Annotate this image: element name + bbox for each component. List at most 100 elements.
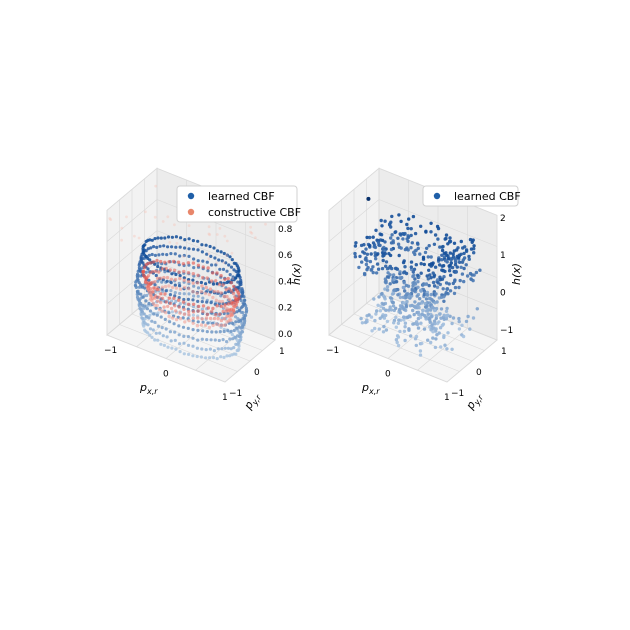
learned-cbf-point [439,316,443,320]
learned-cbf-point [412,267,417,271]
learned-cbf-point [398,232,402,236]
learned-cbf-point [153,237,157,241]
learned-cbf-point [373,326,377,331]
learned-cbf-point [419,271,423,275]
constructive-cbf-point [208,287,213,291]
x-tick-label: 1 [222,393,228,403]
learned-cbf-point [156,279,160,283]
learned-cbf-point [377,327,381,331]
learned-cbf-point [375,309,379,313]
constructive-cbf-point [196,273,200,277]
learned-cbf-point [414,306,418,310]
constructive-cbf-point [155,303,159,308]
gridline [106,199,158,242]
learned-cbf-point [200,347,204,351]
learned-cbf-point [196,239,200,243]
constructive-cbf-point [191,316,195,320]
constructive-cbf-point [215,271,219,275]
learned-cbf-point [429,221,433,225]
learned-cbf-point [383,297,387,301]
learned-cbf-point [191,298,195,302]
learned-cbf-point [462,251,466,256]
learned-cbf-point [433,319,437,323]
z-tick-label: 1 [500,251,506,261]
learned-cbf-point [448,251,452,255]
y-tick-label: 1 [279,347,285,357]
learned-cbf-point [353,244,358,248]
learned-cbf-point [149,246,153,250]
learned-cbf-point [172,322,176,326]
learned-cbf-point [450,265,455,270]
constructive-cbf-point [183,320,187,324]
learned-cbf-point [390,300,395,304]
learned-cbf-point [465,274,470,278]
constructive-cbf-point [165,275,170,280]
learned-cbf-point [169,339,173,343]
constructive-cbf-point [177,298,181,302]
learned-cbf-point [457,285,461,290]
gridline [446,339,498,383]
learned-cbf-point [403,289,407,293]
learned-cbf-point [134,280,138,284]
learned-cbf-point [444,291,448,295]
learned-cbf-point [196,286,201,290]
learned-cbf-point [463,245,467,249]
learned-cbf-point [227,263,231,267]
constructive-cbf-point [148,287,153,291]
learned-cbf-point [397,253,401,258]
constructive-cbf-point [217,323,222,327]
learned-cbf-point [442,313,446,317]
learned-cbf-point [219,355,223,359]
learned-cbf-point [163,236,167,240]
learned-cbf-point [381,258,385,263]
constructive-cbf-point [157,307,162,312]
constructive-cbf-point [237,296,241,300]
learned-cbf-point [420,341,424,346]
constructive-cbf-point [220,299,225,304]
constructive-cbf-point [149,282,153,286]
z-tick-label: −1 [500,326,513,336]
learned-cbf-point [143,304,147,308]
constructive-cbf-point [154,184,158,188]
learned-cbf-point [380,266,385,271]
learned-cbf-point [231,337,235,341]
constructive-cbf-point [146,284,151,288]
learned-cbf-point [170,310,174,314]
learned-cbf-point [371,241,376,245]
learned-cbf-point [475,307,479,311]
learned-cbf-point [231,321,235,326]
learned-cbf-point [406,226,410,231]
learned-cbf-point [142,324,146,328]
constructive-cbf-point [144,263,148,267]
learned-cbf-point [228,255,232,259]
learned-cbf-point [205,260,209,264]
constructive-cbf-point [156,299,160,303]
learned-cbf-point [381,330,386,334]
learned-cbf-point [196,259,200,263]
learned-cbf-point [223,346,227,350]
learned-cbf-point [155,245,159,249]
constructive-cbf-point [176,260,181,264]
learned-cbf-point [225,340,229,344]
learned-cbf-point [441,244,445,249]
left-legend-frame [176,185,298,223]
learned-cbf-point [414,334,419,339]
learned-cbf-point [421,308,425,313]
constructive-cbf-point [191,310,196,314]
learned-cbf-point [154,331,158,335]
constructive-cbf-point [205,312,210,317]
learned-cbf-point [139,292,143,296]
learned-cbf-point [405,222,409,227]
constructive-cbf-point [207,232,211,236]
learned-cbf-point [459,239,463,244]
learned-cbf-point [448,289,453,293]
learned-cbf-point [408,304,413,308]
learned-cbf-point [478,268,482,272]
learned-cbf-point [385,319,390,324]
learned-cbf-point [353,251,357,256]
learned-cbf-point [139,257,143,261]
learned-cbf-point [445,347,449,351]
constructive-cbf-point [218,227,222,230]
learned-cbf-point [183,238,187,242]
